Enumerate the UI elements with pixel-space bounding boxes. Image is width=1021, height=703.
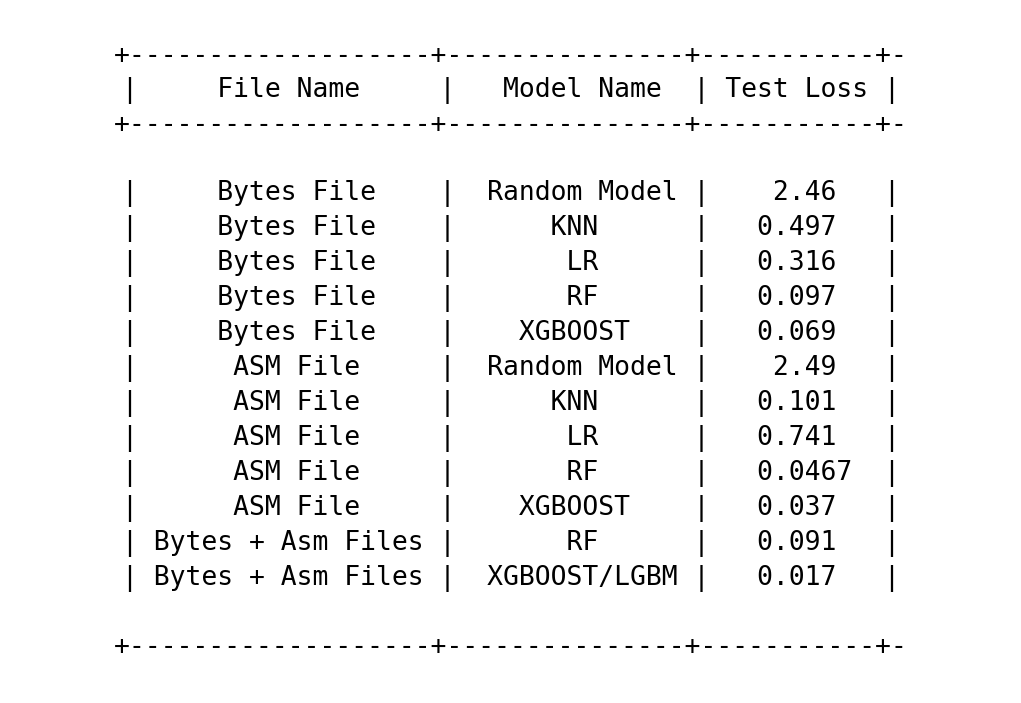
Text: +-------------------+---------------+-----------+-
|     File Name     |   Model: +-------------------+---------------+---… xyxy=(113,43,908,660)
